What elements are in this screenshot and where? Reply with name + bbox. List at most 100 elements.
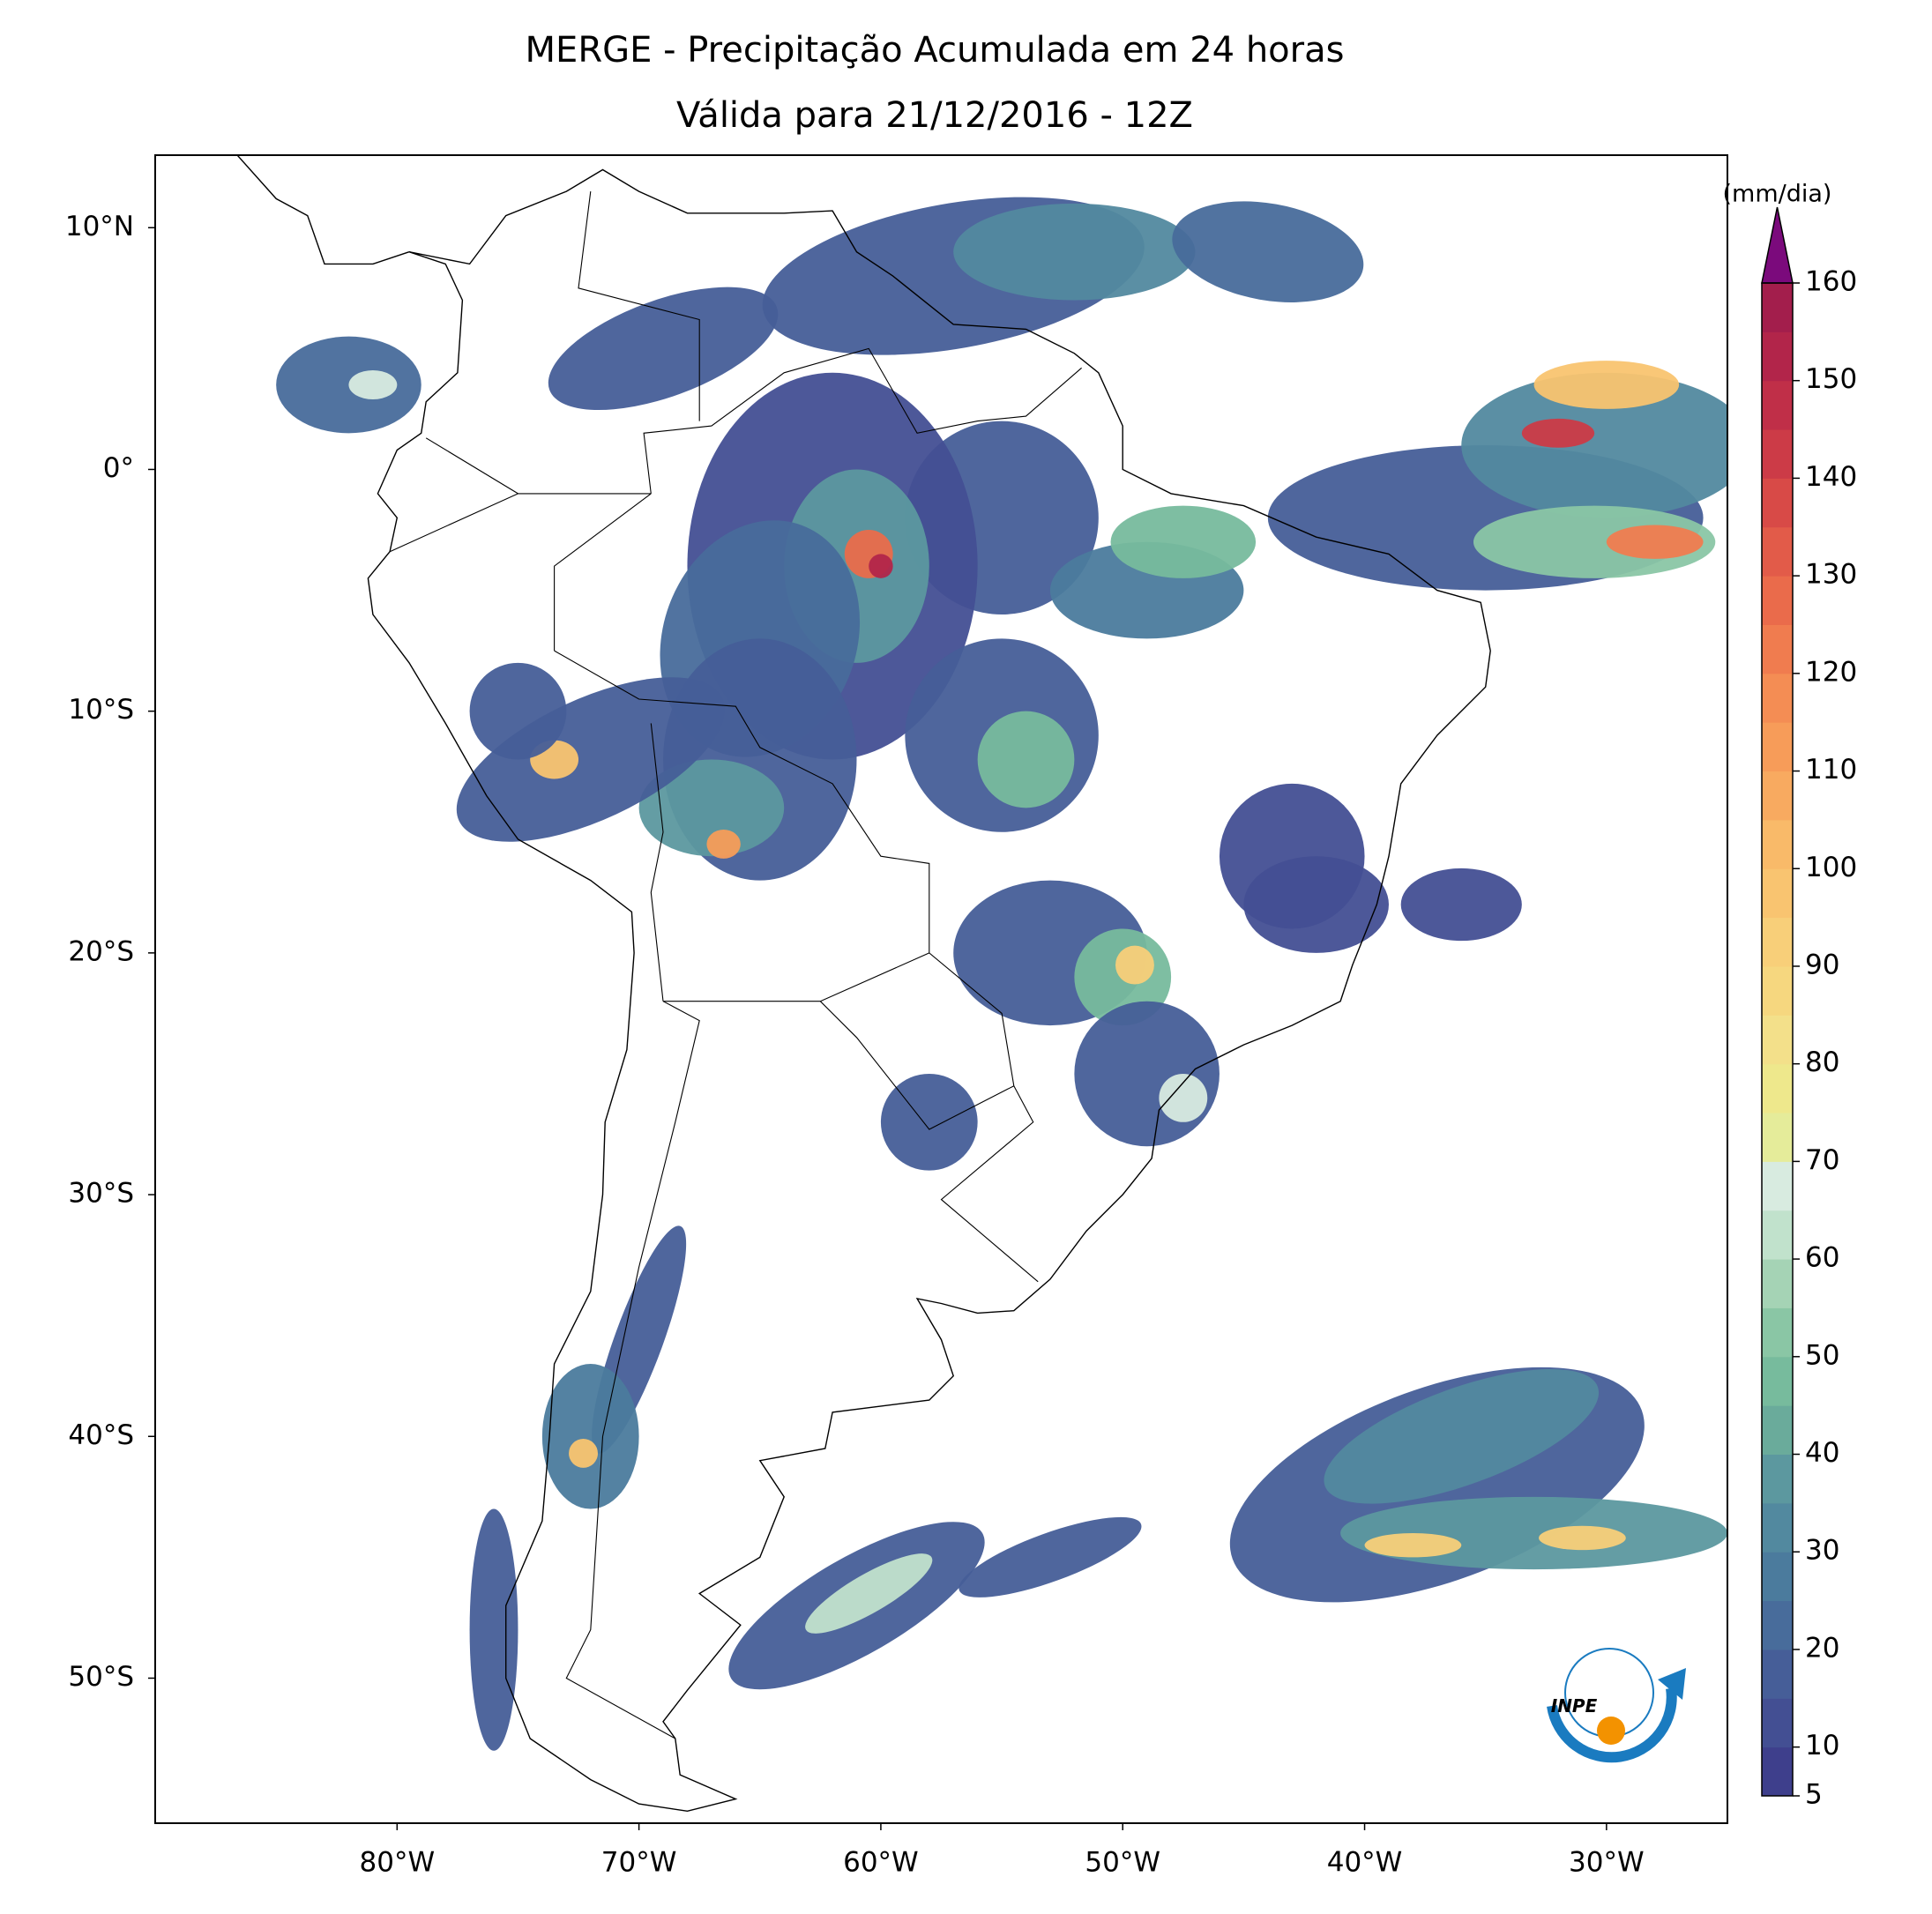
colorbar-tick-label: 150 — [1805, 363, 1857, 395]
colorbar-tick-label: 70 — [1805, 1144, 1839, 1176]
border — [663, 952, 930, 1002]
precip-area — [1539, 1525, 1626, 1551]
coastline — [236, 155, 410, 265]
precip-area — [469, 1508, 518, 1751]
colorbar-tick-label: 20 — [1805, 1632, 1839, 1664]
colorbar-tick-label: 60 — [1805, 1242, 1839, 1274]
colorbar-segment — [1762, 1307, 1793, 1358]
x-tick-label: 40°W — [1327, 1847, 1403, 1879]
colorbar-segment — [1762, 1259, 1793, 1308]
precip-area — [1473, 505, 1716, 578]
colorbar-segment — [1762, 1454, 1793, 1504]
plot-frame — [154, 154, 1728, 1824]
colorbar-segment — [1762, 526, 1793, 577]
border — [578, 191, 700, 421]
precip-area — [1324, 1368, 1600, 1504]
precip-area — [1606, 525, 1704, 559]
colorbar-segment — [1762, 1405, 1793, 1456]
border — [554, 650, 1039, 1283]
logo-arc — [1547, 1687, 1677, 1763]
x-tick-label: 60°W — [843, 1847, 919, 1879]
border — [643, 347, 1082, 494]
colorbar-label: (mm/dia) — [1723, 181, 1832, 208]
colorbar-segment — [1762, 819, 1793, 869]
colorbar-segment — [1762, 1746, 1793, 1797]
precip-area — [348, 370, 398, 399]
precip-area — [869, 554, 893, 578]
coastline — [367, 168, 1491, 1813]
colorbar-segment — [1762, 965, 1793, 1016]
precip-area — [1340, 1496, 1727, 1570]
logo-arrow — [1658, 1668, 1686, 1700]
colorbar-segment — [1762, 1600, 1793, 1650]
precip-area — [1115, 945, 1154, 985]
y-tick-label: 40°S — [68, 1419, 134, 1451]
precip-area — [469, 662, 567, 760]
colorbar-extend — [1761, 206, 1794, 284]
precip-area — [1521, 418, 1595, 448]
y-tick-label: 20°S — [68, 935, 134, 967]
colorbar-tick-label: 10 — [1805, 1730, 1839, 1761]
colorbar-segment — [1762, 1161, 1793, 1211]
precip-area — [880, 1073, 978, 1171]
colorbar-tick-label: 100 — [1805, 852, 1857, 883]
y-tick-label: 30°S — [68, 1178, 134, 1210]
x-tick-label: 30°W — [1569, 1847, 1645, 1879]
precip-area — [1243, 856, 1389, 953]
colorbar-segment — [1762, 429, 1793, 479]
precip-area — [1172, 201, 1364, 302]
title: MERGE - Precipitação Acumulada em 24 hor… — [526, 30, 1345, 71]
precip-area — [953, 203, 1196, 301]
precip-area — [541, 1364, 639, 1509]
colorbar-tick-label: 50 — [1805, 1339, 1839, 1371]
colorbar-tick-label: 160 — [1805, 266, 1857, 298]
precip-area — [1364, 1532, 1462, 1558]
colorbar-tick-label: 30 — [1805, 1535, 1839, 1567]
colorbar-segment — [1762, 1063, 1793, 1113]
y-tick-label: 10°S — [68, 694, 134, 726]
colorbar-segment — [1762, 1113, 1793, 1162]
map — [236, 155, 1727, 1813]
colorbar-segment — [1762, 478, 1793, 528]
y-tick-label: 10°N — [65, 211, 134, 242]
colorbar-segment — [1762, 1210, 1793, 1260]
colorbar-tick-label: 120 — [1805, 656, 1857, 688]
logo-dot — [1597, 1717, 1625, 1745]
colorbar-segment — [1762, 380, 1793, 430]
border — [819, 1001, 1015, 1130]
colorbar-segment — [1762, 917, 1793, 967]
colorbar-segment — [1762, 868, 1793, 919]
border — [425, 437, 518, 495]
border — [650, 723, 664, 1002]
precip-area — [805, 1553, 933, 1634]
border — [554, 493, 652, 652]
subtitle: Válida para 21/12/2016 - 12Z — [676, 95, 1193, 136]
colorbar-segment — [1762, 1552, 1793, 1602]
colorbar-tick-label: 40 — [1805, 1437, 1839, 1469]
precip-area — [569, 1439, 598, 1468]
border — [389, 493, 652, 553]
precip-area — [1110, 505, 1257, 578]
precip-area — [638, 759, 785, 857]
colorbar-segment — [1762, 673, 1793, 723]
colorbar-segment — [1762, 576, 1793, 625]
precip-area — [456, 677, 725, 842]
precip-area — [1074, 1001, 1220, 1147]
colorbar-segment — [1762, 624, 1793, 674]
precip-area — [1159, 1073, 1208, 1122]
colorbar-segment — [1762, 1649, 1793, 1699]
colorbar-frame — [1761, 282, 1794, 1797]
colorbar-segment — [1762, 1356, 1793, 1406]
precip-area — [977, 711, 1075, 808]
x-tick-label: 80°W — [360, 1847, 436, 1879]
colorbar-tick-label: 90 — [1805, 949, 1839, 980]
colorbar-segment — [1762, 331, 1793, 382]
precip-area — [1461, 372, 1727, 518]
colorbar-tick-label: 130 — [1805, 559, 1857, 591]
x-tick-label: 50°W — [1085, 1847, 1160, 1879]
precip-area — [706, 830, 741, 859]
colorbar-tick-label: 140 — [1805, 461, 1857, 493]
precip-area — [548, 287, 779, 411]
x-tick-label: 70°W — [601, 1847, 677, 1879]
